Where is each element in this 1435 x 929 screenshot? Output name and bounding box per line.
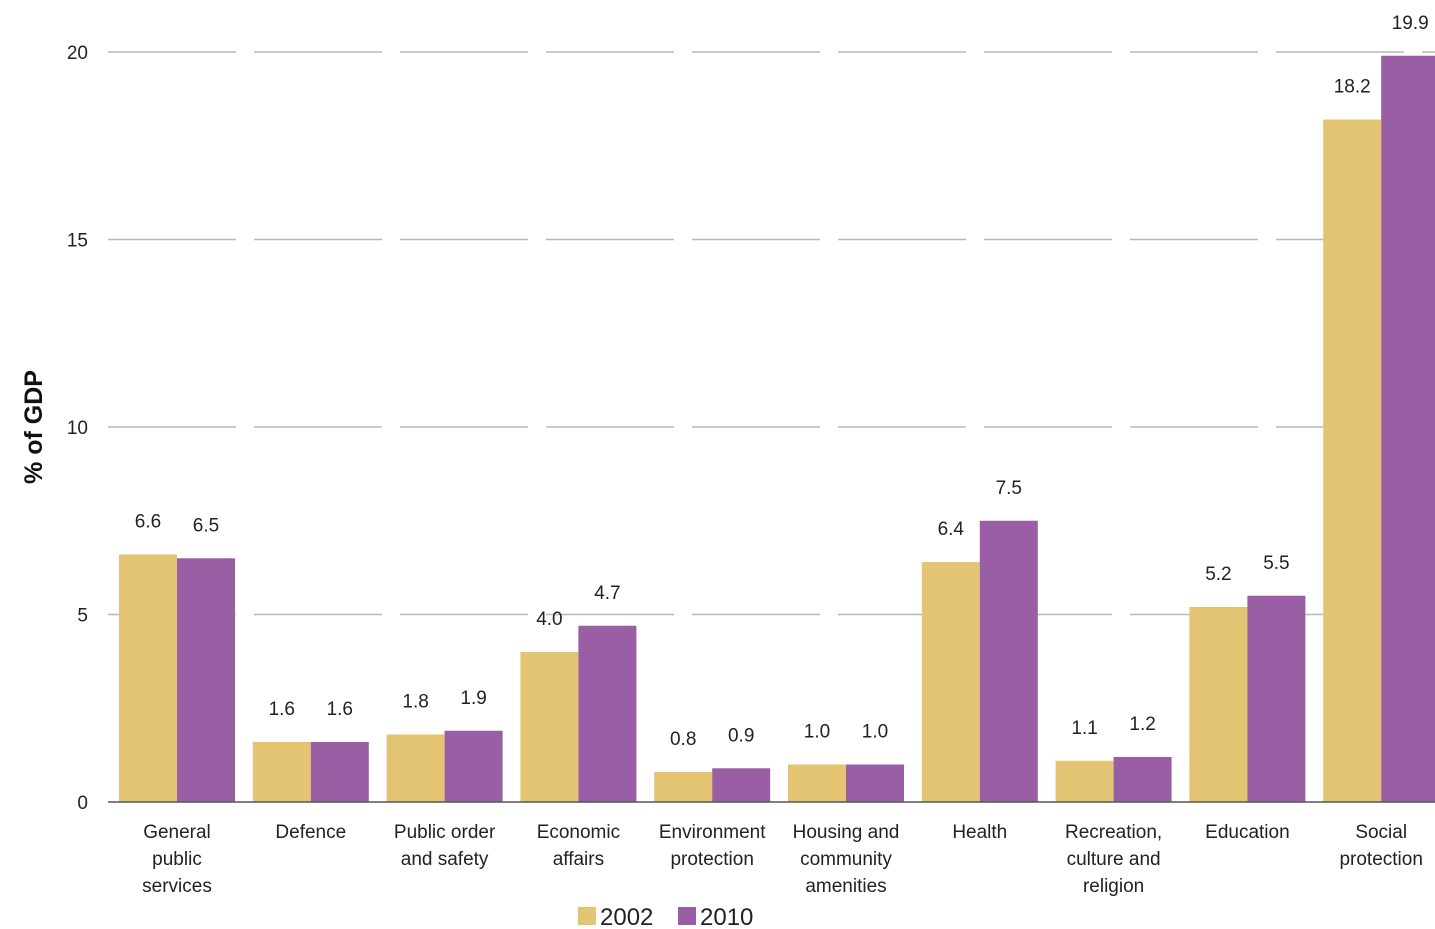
- data-label-2010-6: 7.5: [996, 478, 1022, 499]
- bar-2002-8: [1189, 607, 1247, 802]
- category-label-line: Defence: [275, 822, 346, 843]
- data-label-2010-9: 19.9: [1392, 13, 1429, 34]
- category-label: Public order and safety: [394, 822, 496, 870]
- bar-2010-4: [712, 768, 770, 802]
- legend-label-2010: 2010: [700, 904, 753, 929]
- category-label-line: Recreation,: [1065, 822, 1162, 843]
- category-label-line: public: [152, 849, 202, 870]
- data-label-2002-5: 1.0: [804, 722, 830, 743]
- bar-2002-9: [1323, 120, 1381, 803]
- y-tick-label: 20: [67, 43, 88, 64]
- bar-2002-6: [922, 562, 980, 802]
- category-label-line: community: [800, 849, 892, 870]
- data-label-2010-5: 1.0: [862, 722, 888, 743]
- category-label-line: religion: [1083, 876, 1144, 897]
- bar-2002-2: [387, 735, 445, 803]
- data-label-2002-1: 1.6: [269, 699, 295, 720]
- category-label: Economic affairs: [537, 822, 620, 870]
- bar-2010-6: [980, 521, 1038, 802]
- category-label-line: Social: [1355, 822, 1407, 843]
- data-label-2002-2: 1.8: [402, 692, 428, 713]
- category-label: Housing and community amenities: [793, 822, 900, 897]
- y-tick-labels: 0 5 10 15 20: [67, 43, 88, 814]
- category-label-line: amenities: [805, 876, 886, 897]
- y-axis-title: % of GDP: [20, 370, 48, 484]
- bar-2002-0: [119, 555, 177, 803]
- category-label-line: culture and: [1067, 849, 1161, 870]
- data-label-2002-7: 1.1: [1071, 718, 1097, 739]
- data-label-2010-7: 1.2: [1129, 714, 1155, 735]
- data-label-2010-3: 4.7: [594, 583, 620, 604]
- legend: 2002 2010: [578, 904, 753, 929]
- data-label-2010-8: 5.5: [1263, 553, 1289, 574]
- data-label-2010-4: 0.9: [728, 725, 754, 746]
- y-tick-label: 5: [77, 606, 88, 627]
- category-label-line: Economic: [537, 822, 620, 843]
- category-label: Recreation, culture and religion: [1065, 822, 1162, 897]
- gridlines: [108, 52, 1435, 615]
- y-tick-label: 10: [67, 418, 88, 439]
- category-label-line: Health: [952, 822, 1007, 843]
- category-label-line: protection: [670, 849, 753, 870]
- data-label-2010-1: 1.6: [327, 699, 353, 720]
- bar-2002-1: [253, 742, 311, 802]
- legend-swatch-2010: [678, 907, 696, 925]
- bar-2010-2: [445, 731, 503, 802]
- bar-2010-0: [177, 558, 235, 802]
- category-label-line: protection: [1339, 849, 1422, 870]
- bars: [119, 56, 1435, 802]
- data-label-2002-0: 6.6: [135, 512, 161, 533]
- category-label: Environment protection: [659, 822, 766, 870]
- category-label: Defence: [275, 822, 346, 843]
- bar-2010-8: [1247, 596, 1305, 802]
- data-label-2002-4: 0.8: [670, 729, 696, 750]
- data-label-2010-0: 6.5: [193, 515, 219, 536]
- bar-2002-5: [788, 765, 846, 803]
- category-label-line: affairs: [553, 849, 604, 870]
- category-label-line: Housing and: [793, 822, 900, 843]
- category-label-line: Public order: [394, 822, 496, 843]
- bar-2002-4: [654, 772, 712, 802]
- category-label: Social protection: [1339, 822, 1422, 870]
- data-label-2010-2: 1.9: [460, 688, 486, 709]
- category-label: Education: [1205, 822, 1290, 843]
- category-label: Health: [952, 822, 1007, 843]
- category-label-line: services: [142, 876, 212, 897]
- category-label-line: Education: [1205, 822, 1290, 843]
- bar-2002-7: [1056, 761, 1114, 802]
- category-label-line: Environment: [659, 822, 766, 843]
- bar-2010-3: [578, 626, 636, 802]
- data-label-2002-9: 18.2: [1334, 77, 1371, 98]
- legend-swatch-2002: [578, 907, 596, 925]
- bar-2010-9: [1381, 56, 1435, 802]
- data-label-2002-8: 5.2: [1205, 564, 1231, 585]
- bar-2010-1: [311, 742, 369, 802]
- category-labels: General public services Defence Public order…: [142, 822, 1423, 897]
- bar-2010-7: [1114, 757, 1172, 802]
- bar-2002-3: [520, 652, 578, 802]
- category-label-line: and safety: [401, 849, 489, 870]
- data-label-2002-6: 6.4: [938, 519, 965, 540]
- y-tick-label: 0: [77, 793, 88, 814]
- bar-2010-5: [846, 765, 904, 803]
- category-label: General public services: [142, 822, 212, 897]
- data-label-2002-3: 4.0: [536, 609, 562, 630]
- y-tick-label: 15: [67, 231, 88, 252]
- legend-label-2002: 2002: [600, 904, 653, 929]
- category-label-line: General: [143, 822, 211, 843]
